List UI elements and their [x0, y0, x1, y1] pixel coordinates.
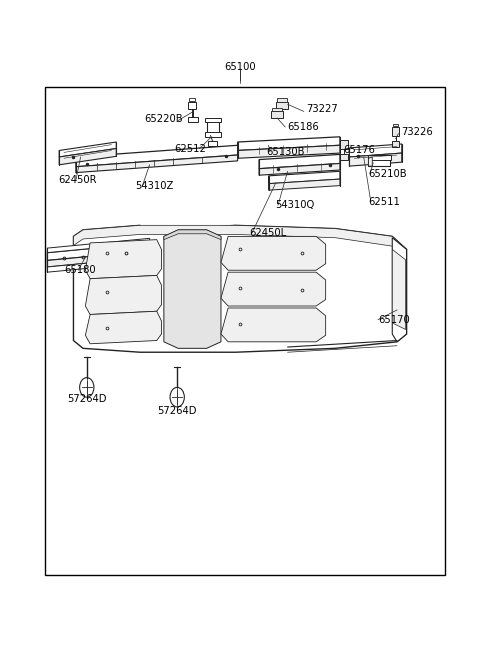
- Polygon shape: [340, 155, 348, 160]
- Text: 62450R: 62450R: [58, 176, 97, 185]
- Polygon shape: [369, 157, 372, 166]
- Text: 57264D: 57264D: [67, 394, 107, 404]
- Text: 54310Z: 54310Z: [135, 181, 174, 191]
- Text: 65130B: 65130B: [266, 147, 305, 157]
- Text: 73227: 73227: [307, 104, 338, 115]
- Polygon shape: [59, 142, 116, 157]
- Polygon shape: [48, 243, 150, 261]
- Text: 65170: 65170: [378, 314, 410, 325]
- Text: 57264D: 57264D: [157, 406, 197, 416]
- Polygon shape: [272, 107, 282, 111]
- Polygon shape: [76, 155, 238, 173]
- Bar: [45, 86, 444, 575]
- Text: 54310Q: 54310Q: [275, 200, 314, 210]
- Polygon shape: [164, 230, 221, 240]
- Text: 65220B: 65220B: [144, 114, 183, 124]
- Polygon shape: [207, 121, 219, 136]
- Polygon shape: [368, 155, 391, 160]
- Polygon shape: [340, 140, 348, 149]
- Polygon shape: [259, 164, 340, 175]
- Polygon shape: [369, 159, 390, 166]
- Polygon shape: [276, 98, 287, 102]
- Polygon shape: [205, 118, 221, 122]
- Polygon shape: [392, 141, 399, 147]
- Polygon shape: [349, 144, 402, 157]
- Polygon shape: [393, 124, 398, 126]
- Polygon shape: [349, 153, 402, 166]
- Polygon shape: [73, 225, 407, 352]
- Polygon shape: [48, 251, 150, 267]
- Polygon shape: [73, 225, 407, 256]
- Polygon shape: [271, 111, 283, 118]
- Text: 62512: 62512: [174, 143, 206, 153]
- Text: 62511: 62511: [369, 197, 400, 207]
- Text: 65180: 65180: [64, 265, 96, 275]
- Polygon shape: [85, 276, 161, 314]
- Polygon shape: [276, 102, 288, 109]
- Polygon shape: [392, 250, 406, 329]
- Polygon shape: [221, 308, 325, 342]
- Polygon shape: [59, 149, 116, 165]
- Polygon shape: [259, 155, 340, 169]
- Polygon shape: [392, 127, 399, 136]
- Polygon shape: [85, 311, 161, 344]
- Text: 62450L: 62450L: [250, 228, 287, 238]
- Polygon shape: [221, 236, 325, 271]
- Polygon shape: [221, 272, 325, 306]
- Polygon shape: [48, 257, 150, 272]
- Polygon shape: [268, 172, 340, 183]
- Polygon shape: [189, 98, 195, 101]
- Text: 65186: 65186: [288, 122, 319, 132]
- Polygon shape: [188, 117, 198, 122]
- Polygon shape: [85, 240, 161, 278]
- Text: 65176: 65176: [343, 145, 375, 155]
- Polygon shape: [238, 145, 340, 159]
- Polygon shape: [164, 230, 221, 348]
- Polygon shape: [238, 137, 340, 151]
- Polygon shape: [392, 238, 407, 342]
- Polygon shape: [208, 141, 217, 146]
- Polygon shape: [205, 132, 221, 137]
- Text: 73226: 73226: [401, 127, 432, 138]
- Text: 65100: 65100: [224, 62, 256, 72]
- Polygon shape: [48, 238, 150, 253]
- Polygon shape: [76, 145, 238, 167]
- Polygon shape: [268, 179, 340, 190]
- Text: 65210B: 65210B: [369, 169, 407, 179]
- Polygon shape: [188, 102, 196, 109]
